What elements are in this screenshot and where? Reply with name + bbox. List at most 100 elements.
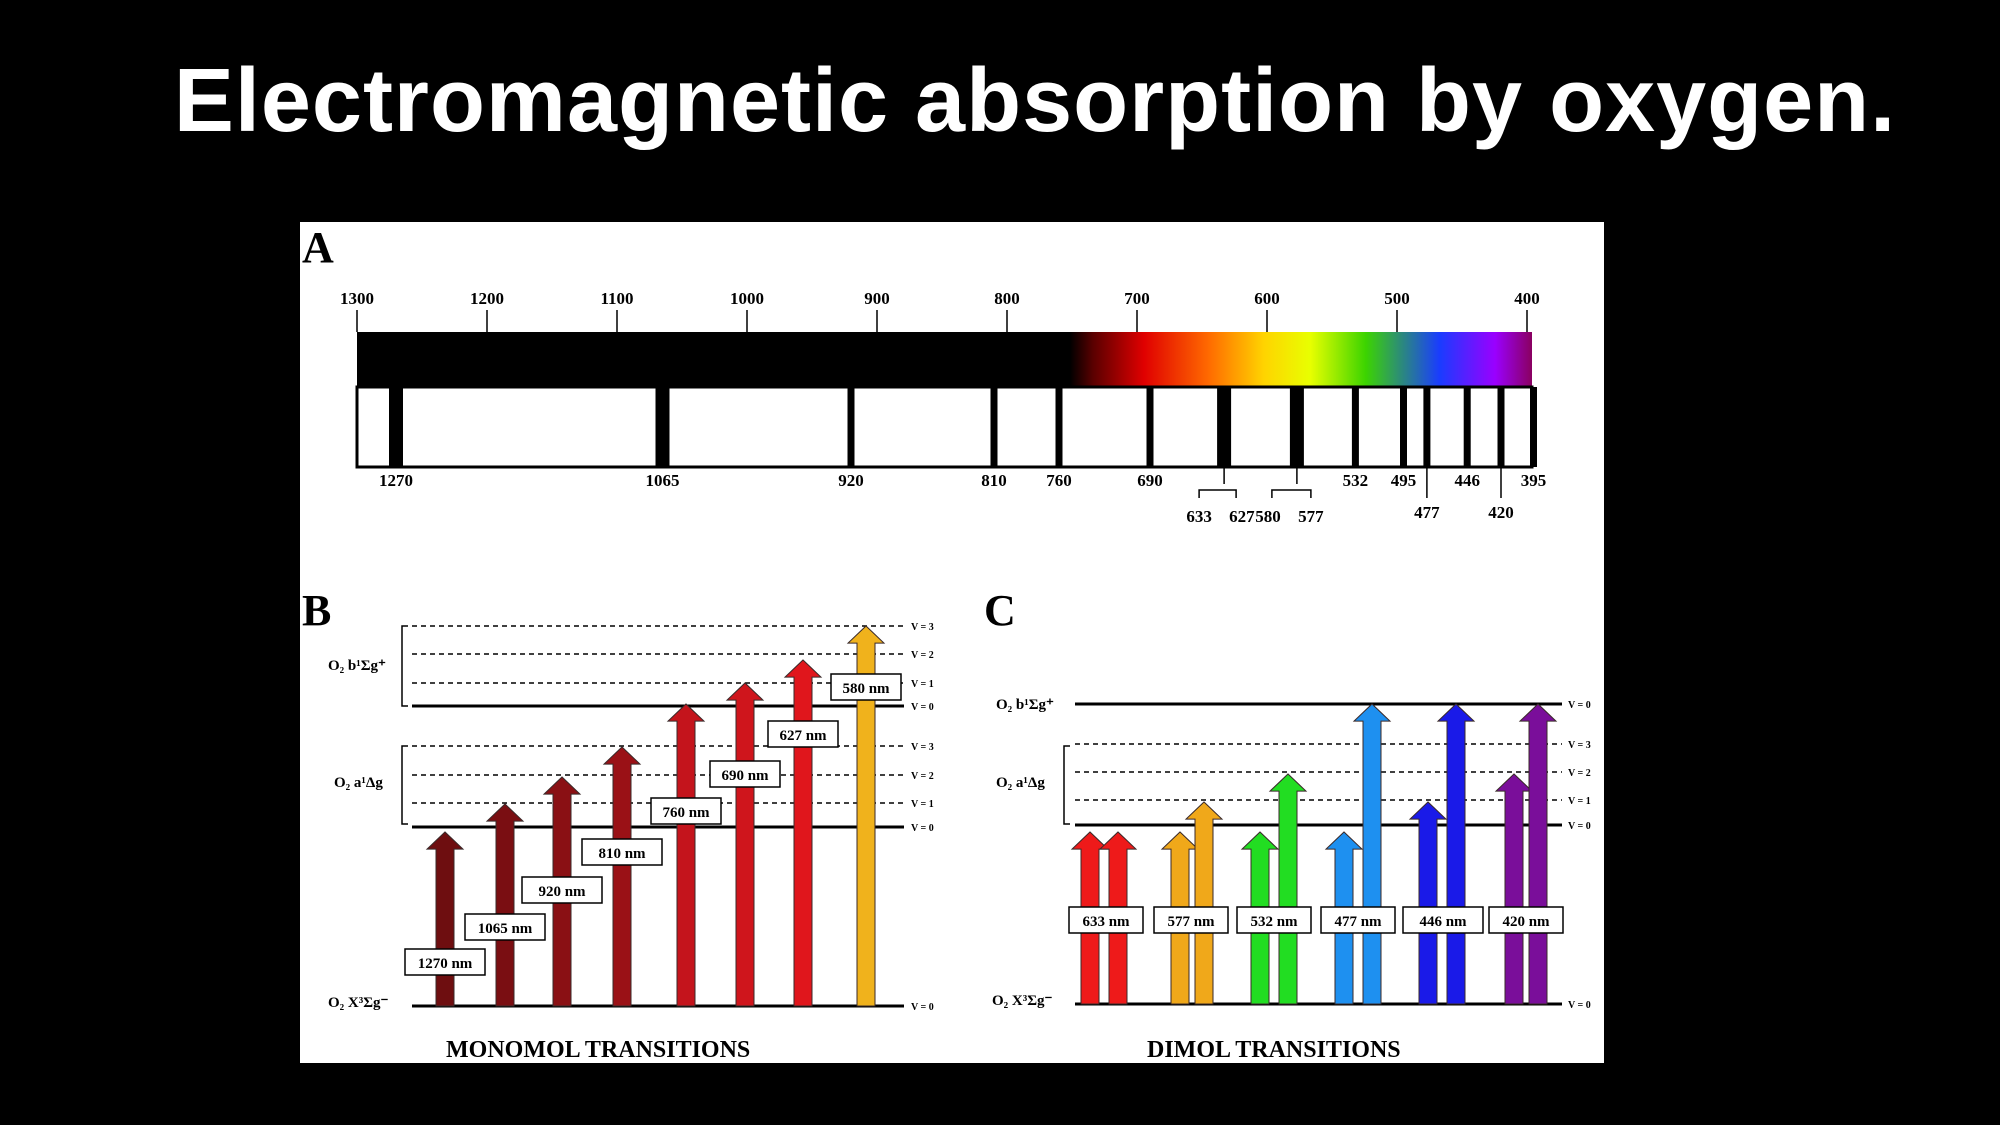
transition-label: 920 nm — [538, 884, 586, 900]
dimol-a-v1: V = 1 — [1568, 796, 1591, 807]
visible-spectrum-bar — [1070, 332, 1532, 387]
absorption-band — [1400, 387, 1407, 467]
transition-label-box — [404, 948, 486, 976]
absorption-band — [389, 387, 403, 467]
absorption-band — [1423, 387, 1431, 467]
monomol-a-v2: V = 2 — [911, 771, 934, 782]
transition-label-box — [1402, 906, 1484, 934]
absorption-band — [1217, 387, 1232, 467]
scale-tick-label: 500 — [1384, 289, 1410, 308]
transition-arrow — [783, 659, 823, 1007]
panel-c-label: C — [984, 586, 1016, 635]
transition-label: 633 nm — [1082, 914, 1130, 930]
transition-label-box — [1236, 906, 1312, 934]
band-label: 633 — [1186, 507, 1212, 526]
band-label: 580 — [1255, 507, 1281, 526]
band-label: 477 — [1414, 503, 1440, 522]
dimol-state-b: O₂ b¹Σg⁺ — [996, 697, 1054, 713]
transition-label: 580 nm — [842, 681, 890, 697]
band-label: 810 — [981, 471, 1007, 490]
dimol-state-a: O₂ a¹Δg — [996, 775, 1045, 791]
monomol-transition-labels: 1270 nm 1065 nm 920 nm 810 nm 760 nm 690 nm 62… — [404, 673, 902, 976]
dimol-a-v2: V = 2 — [1568, 768, 1591, 779]
panel-b-monomol: B O₂ b¹Σg⁺ O₂ a¹Δg O₂ X³Σg⁻ V = 3 V = 2 … — [302, 586, 934, 1063]
absorption-band — [1055, 387, 1063, 467]
transition-arrow — [1494, 773, 1534, 1005]
transition-arrow — [1184, 801, 1224, 1005]
panel-b-label: B — [302, 586, 331, 635]
transition-label: 446 nm — [1419, 914, 1467, 930]
transition-arrow — [602, 746, 642, 1007]
transition-label-box — [650, 797, 722, 825]
transition-arrow — [485, 803, 525, 1007]
transition-label-box — [709, 760, 781, 788]
scale-tick-label: 400 — [1514, 289, 1540, 308]
panel-c-dimol: C O₂ b¹Σg⁺ O₂ a¹Δg O₂ X³Σg⁻ V = 0 V = 3 … — [984, 586, 1591, 1063]
dimol-x-v0: V = 0 — [1568, 1000, 1591, 1011]
transition-arrow — [1352, 703, 1392, 1005]
absorption-band — [655, 387, 670, 467]
dimol-transition-labels: 633 nm 577 nm 532 nm 477 nm 446 nm 420 nm — [1068, 906, 1564, 934]
absorption-band — [847, 387, 855, 467]
transition-label-box — [521, 876, 603, 904]
scale-tick-label: 1300 — [340, 289, 374, 308]
band-label: 1270 — [379, 471, 413, 490]
absorption-band — [1146, 387, 1154, 467]
transition-arrow — [725, 682, 765, 1007]
panel-a-label: A — [302, 223, 334, 272]
dimol-arrows — [1070, 703, 1558, 1005]
transition-label: 477 nm — [1334, 914, 1382, 930]
transition-arrow — [1518, 703, 1558, 1005]
transition-label-box — [1153, 906, 1229, 934]
band-label: 446 — [1454, 471, 1480, 490]
band-label: 395 — [1521, 471, 1547, 490]
absorption-band — [1497, 387, 1505, 467]
transition-arrow — [846, 625, 886, 1007]
dimol-state-x: O₂ X³Σg⁻ — [992, 993, 1053, 1009]
band-label: 577 — [1298, 507, 1324, 526]
transition-arrow — [1268, 773, 1308, 1005]
scale-tick-label: 600 — [1254, 289, 1280, 308]
monomol-caption: MONOMOL TRANSITIONS — [446, 1037, 750, 1063]
transition-label: 1065 nm — [478, 921, 533, 937]
dimol-b-v0: V = 0 — [1568, 700, 1591, 711]
monomol-state-a: O₂ a¹Δg — [334, 775, 383, 791]
scale-tick-label: 700 — [1124, 289, 1150, 308]
band-label: 627 — [1229, 507, 1255, 526]
monomol-a-v1: V = 1 — [911, 799, 934, 810]
transition-label-box — [1068, 906, 1144, 934]
wavelength-scale: 1300 1200 1100 1000 900 800 700 600 500 400 — [340, 289, 1540, 332]
band-label: 532 — [1343, 471, 1369, 490]
transition-label-box — [1488, 906, 1564, 934]
transition-label: 690 nm — [721, 768, 769, 784]
band-labels: 1270 1065 920 810 760 690 633 627 580 577 532 495 47… — [379, 467, 1546, 526]
monomol-a-v3: V = 3 — [911, 742, 934, 753]
panel-a-spectrum: A 1300 1200 1100 1000 900 800 700 600 500 400 127… — [302, 223, 1546, 526]
absorption-band — [1351, 387, 1359, 467]
monomol-state-x: O₂ X³Σg⁻ — [328, 995, 389, 1011]
monomol-x-v0: V = 0 — [911, 1002, 934, 1013]
band-label: 1065 — [646, 471, 680, 490]
monomol-b-v0: V = 0 — [911, 702, 934, 713]
transition-label: 627 nm — [779, 728, 827, 744]
slide-title: Electromagnetic absorption by oxygen. — [173, 51, 1897, 151]
scale-tick-label: 1100 — [600, 289, 633, 308]
band-label: 690 — [1137, 471, 1163, 490]
absorption-bands — [389, 387, 1537, 467]
dimol-a-v3: V = 3 — [1568, 740, 1591, 751]
transition-label: 760 nm — [662, 805, 710, 821]
scale-tick-label: 1000 — [730, 289, 764, 308]
monomol-a-v0: V = 0 — [911, 823, 934, 834]
transition-label: 1270 nm — [418, 956, 473, 972]
transition-label: 532 nm — [1250, 914, 1298, 930]
transition-arrow — [425, 831, 465, 1007]
band-label: 920 — [838, 471, 864, 490]
transition-label-box — [767, 720, 839, 748]
transition-arrow — [666, 703, 706, 1007]
transition-label-box — [830, 673, 902, 701]
transition-arrow — [1436, 703, 1476, 1005]
monomol-b-v2: V = 2 — [911, 650, 934, 661]
transition-label: 420 nm — [1502, 914, 1550, 930]
dimol-caption: DIMOL TRANSITIONS — [1147, 1037, 1401, 1063]
transition-label-box — [581, 838, 663, 866]
